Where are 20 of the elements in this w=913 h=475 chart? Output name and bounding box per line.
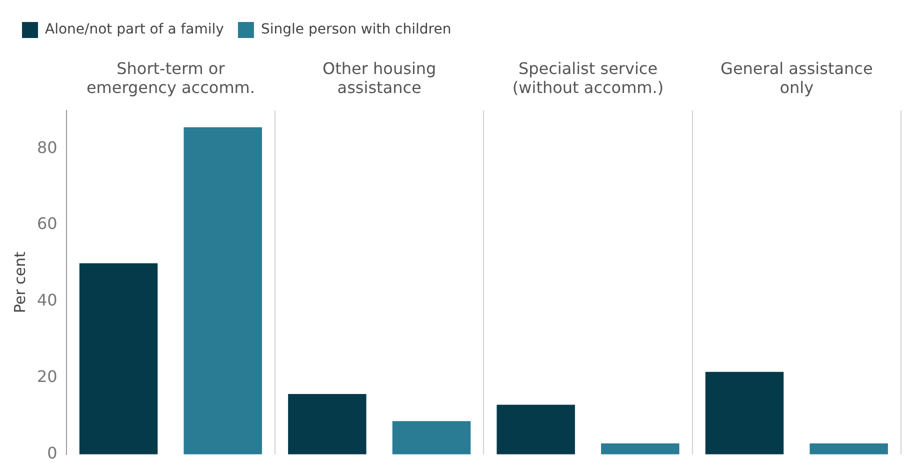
x-tick-label: General assistance only (720, 58, 873, 97)
y-axis-title: Per cent (10, 252, 29, 314)
y-tick-label: 60 (37, 214, 58, 234)
bar (810, 443, 888, 454)
x-tick-label: Specialist service (without accomm.) (512, 58, 664, 97)
bar (496, 404, 575, 454)
bar (288, 394, 366, 454)
y-tick-label: 0 (47, 444, 58, 463)
y-tick-label: 20 (37, 367, 58, 386)
bar (184, 127, 262, 454)
y-tick-label: 40 (37, 290, 58, 310)
bar (392, 421, 471, 454)
bar (705, 372, 784, 454)
legend-label: Alone/not part of a family (45, 22, 224, 38)
x-tick-label: Other housing assistance (322, 58, 436, 97)
x-tick-label: Short-term or emergency accomm. (86, 58, 255, 97)
bar (601, 443, 680, 454)
y-tick-label: 80 (37, 138, 58, 157)
bar (79, 263, 158, 454)
legend-label: Single person with children (260, 22, 452, 38)
